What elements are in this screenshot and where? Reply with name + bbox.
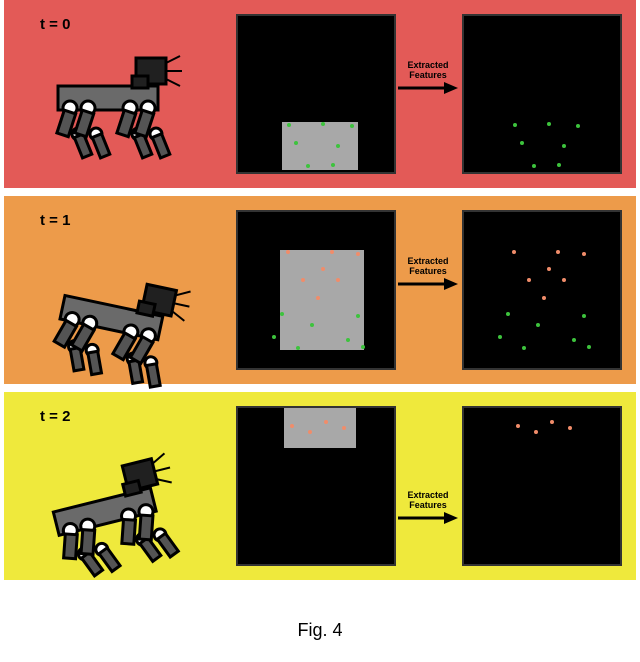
- extracted-features-arrow: ExtractedFeatures: [398, 256, 458, 297]
- feature-dot: [542, 296, 546, 300]
- feature-dot: [562, 144, 566, 148]
- feature-dot: [582, 314, 586, 318]
- arrow-label-line2: Features: [398, 70, 458, 80]
- feature-dot: [572, 338, 576, 342]
- extracted-features-arrow: ExtractedFeatures: [398, 60, 458, 101]
- view-left: [236, 14, 396, 174]
- panel-t0: t = 0: [4, 0, 636, 188]
- feature-dot: [576, 124, 580, 128]
- view-right: [462, 210, 622, 370]
- view-left: [236, 210, 396, 370]
- feature-dot: [346, 338, 350, 342]
- feature-dot: [547, 267, 551, 271]
- feature-dot: [287, 123, 291, 127]
- inner-rect: [282, 122, 358, 170]
- feature-dot: [520, 141, 524, 145]
- feature-dot: [342, 426, 346, 430]
- panel-t2: t = 2: [4, 392, 636, 580]
- panel-t1: t = 1: [4, 196, 636, 384]
- feature-dot: [527, 278, 531, 282]
- robot-icon: [26, 448, 196, 583]
- feature-dot: [321, 122, 325, 126]
- inner-rect: [280, 250, 364, 350]
- feature-dot: [587, 345, 591, 349]
- feature-dot: [522, 346, 526, 350]
- feature-dot: [557, 163, 561, 167]
- feature-dot: [516, 424, 520, 428]
- arrow-label-line1: Extracted: [398, 60, 458, 70]
- feature-dot: [310, 323, 314, 327]
- robot-icon: [26, 260, 196, 395]
- feature-dot: [272, 335, 276, 339]
- feature-dot: [547, 122, 551, 126]
- feature-dot: [550, 420, 554, 424]
- arrow-icon: [398, 276, 458, 297]
- feature-dot: [324, 420, 328, 424]
- feature-dot: [336, 144, 340, 148]
- feature-dot: [568, 426, 572, 430]
- feature-dot: [350, 124, 354, 128]
- extracted-features-arrow: ExtractedFeatures: [398, 490, 458, 531]
- feature-dot: [536, 323, 540, 327]
- feature-dot: [316, 296, 320, 300]
- feature-dot: [356, 252, 360, 256]
- feature-dot: [280, 312, 284, 316]
- feature-dot: [306, 164, 310, 168]
- timestep-label: t = 2: [40, 408, 70, 425]
- arrow-icon: [398, 510, 458, 531]
- arrow-icon: [398, 80, 458, 101]
- feature-dot: [286, 250, 290, 254]
- arrow-label-line1: Extracted: [398, 256, 458, 266]
- feature-dot: [361, 345, 365, 349]
- feature-dot: [331, 163, 335, 167]
- feature-dot: [290, 424, 294, 428]
- arrow-label-line2: Features: [398, 500, 458, 510]
- view-left: [236, 406, 396, 566]
- arrow-label-line2: Features: [398, 266, 458, 276]
- figure-caption: Fig. 4: [0, 620, 640, 641]
- feature-dot: [556, 250, 560, 254]
- timestep-label: t = 0: [40, 16, 70, 33]
- feature-dot: [301, 278, 305, 282]
- feature-dot: [356, 314, 360, 318]
- feature-dot: [506, 312, 510, 316]
- feature-dot: [534, 430, 538, 434]
- feature-dot: [308, 430, 312, 434]
- feature-dot: [336, 278, 340, 282]
- feature-dot: [330, 250, 334, 254]
- feature-dot: [294, 141, 298, 145]
- feature-dot: [498, 335, 502, 339]
- arrow-label-line1: Extracted: [398, 490, 458, 500]
- feature-dot: [513, 123, 517, 127]
- timestep-label: t = 1: [40, 212, 70, 229]
- feature-dot: [512, 250, 516, 254]
- feature-dot: [321, 267, 325, 271]
- view-right: [462, 406, 622, 566]
- feature-dot: [562, 278, 566, 282]
- robot-icon: [26, 38, 196, 173]
- feature-dot: [532, 164, 536, 168]
- view-right: [462, 14, 622, 174]
- feature-dot: [296, 346, 300, 350]
- feature-dot: [582, 252, 586, 256]
